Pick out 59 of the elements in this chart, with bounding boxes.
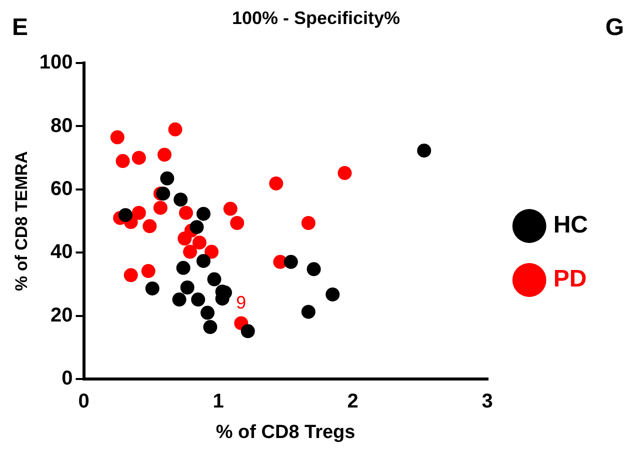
text: E bbox=[12, 14, 28, 42]
x-tick-label: 0 bbox=[78, 390, 90, 413]
point bbox=[204, 244, 219, 259]
point bbox=[338, 166, 352, 180]
point bbox=[230, 216, 244, 230]
point bbox=[160, 171, 174, 186]
point bbox=[132, 206, 146, 220]
text: G bbox=[605, 14, 624, 42]
point bbox=[306, 262, 321, 276]
y-tick-label: 60 bbox=[50, 178, 73, 200]
point bbox=[141, 264, 156, 278]
point bbox=[116, 154, 130, 168]
point bbox=[118, 208, 132, 222]
y-tick-label: 0 bbox=[62, 368, 73, 390]
legend-label: HC bbox=[553, 212, 588, 239]
point bbox=[183, 244, 198, 259]
legend-label: PD bbox=[553, 266, 587, 293]
point bbox=[132, 150, 146, 165]
x-tick-label: 1 bbox=[212, 390, 224, 413]
point bbox=[196, 206, 210, 221]
point bbox=[207, 272, 222, 286]
point bbox=[269, 176, 284, 190]
point bbox=[326, 287, 340, 302]
point bbox=[196, 254, 210, 268]
point bbox=[124, 268, 138, 282]
y-tick-label: 80 bbox=[50, 114, 73, 137]
point bbox=[168, 122, 182, 136]
point bbox=[240, 324, 255, 338]
point bbox=[174, 192, 188, 207]
annotation: 9 bbox=[236, 292, 246, 312]
point bbox=[178, 231, 192, 246]
y-axis-title: % of CD8 TEMRA bbox=[12, 151, 31, 291]
y-tick-label: 100 bbox=[39, 52, 73, 74]
x-tick-label: 2 bbox=[347, 390, 358, 413]
point bbox=[223, 202, 238, 216]
y-tick-label: 40 bbox=[50, 241, 73, 264]
x-tick-label: 3 bbox=[482, 390, 493, 413]
point bbox=[203, 320, 218, 334]
point bbox=[301, 216, 316, 230]
point bbox=[417, 144, 432, 158]
text: 100% - Specificity% bbox=[232, 8, 400, 28]
x-axis-title: % of CD8 Tregs bbox=[216, 422, 356, 443]
point bbox=[153, 200, 168, 215]
point bbox=[191, 292, 206, 307]
point bbox=[180, 280, 194, 294]
point bbox=[145, 281, 160, 296]
point bbox=[200, 306, 215, 320]
point bbox=[110, 130, 124, 144]
y-tick-label: 20 bbox=[50, 304, 73, 326]
point bbox=[284, 254, 298, 269]
point bbox=[190, 220, 204, 234]
point bbox=[176, 260, 190, 275]
point bbox=[301, 304, 316, 319]
point bbox=[157, 148, 172, 162]
point bbox=[192, 236, 206, 250]
point bbox=[172, 292, 186, 307]
point bbox=[156, 186, 170, 201]
point bbox=[142, 219, 157, 234]
point bbox=[179, 206, 194, 220]
